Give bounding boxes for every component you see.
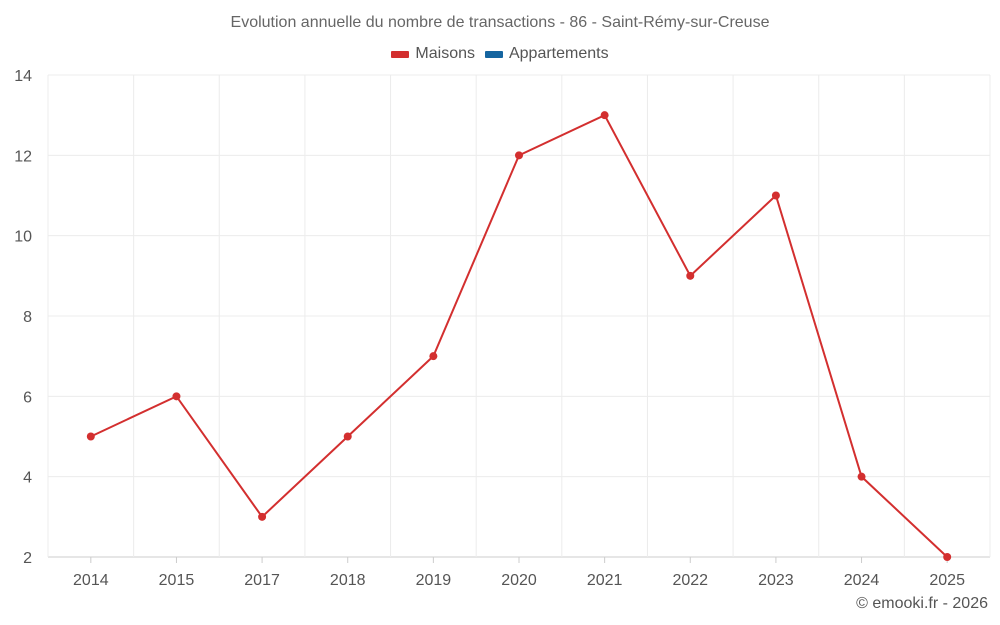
x-tick-label: 2019 [416, 572, 452, 589]
data-point [600, 111, 609, 120]
credit-text: © emooki.fr - 2026 [856, 595, 988, 612]
legend-item-maisons[interactable]: Maisons [391, 45, 475, 63]
data-point [771, 191, 780, 200]
y-tick-label: 14 [14, 68, 32, 85]
legend-item-appartements[interactable]: Appartements [484, 45, 609, 63]
y-tick-label: 8 [23, 309, 32, 326]
x-tick-label: 2025 [929, 572, 965, 589]
y-tick-label: 4 [23, 470, 32, 487]
x-tick-label: 2024 [844, 572, 880, 589]
x-tick-label: 2017 [244, 572, 280, 589]
legend-swatch-maisons [391, 50, 410, 58]
x-tick-label: 2020 [501, 572, 537, 589]
chart-legend: Maisons Appartements [0, 45, 1000, 63]
chart-title: Evolution annuelle du nombre de transact… [230, 14, 770, 31]
x-tick-label: 2014 [73, 572, 109, 589]
data-point [686, 271, 695, 280]
data-point [258, 512, 267, 521]
data-point [172, 392, 181, 401]
data-point [343, 432, 352, 441]
legend-swatch-appartements [484, 50, 503, 58]
data-point [943, 553, 952, 561]
x-tick-label: 2022 [672, 572, 708, 589]
x-tick-label: 2015 [159, 572, 195, 589]
y-tick-label: 10 [14, 229, 32, 246]
data-point [515, 151, 523, 160]
data-point [429, 352, 438, 361]
legend-label-maisons: Maisons [415, 45, 475, 62]
x-tick-label: 2018 [330, 572, 366, 589]
x-tick-label: 2021 [587, 572, 623, 589]
y-tick-label: 12 [14, 148, 32, 165]
data-point [86, 432, 95, 441]
y-tick-label: 6 [23, 389, 32, 406]
data-point [857, 472, 866, 481]
y-tick-label: 2 [23, 550, 32, 567]
legend-label-appartements: Appartements [508, 45, 609, 62]
x-tick-label: 2023 [758, 572, 794, 589]
